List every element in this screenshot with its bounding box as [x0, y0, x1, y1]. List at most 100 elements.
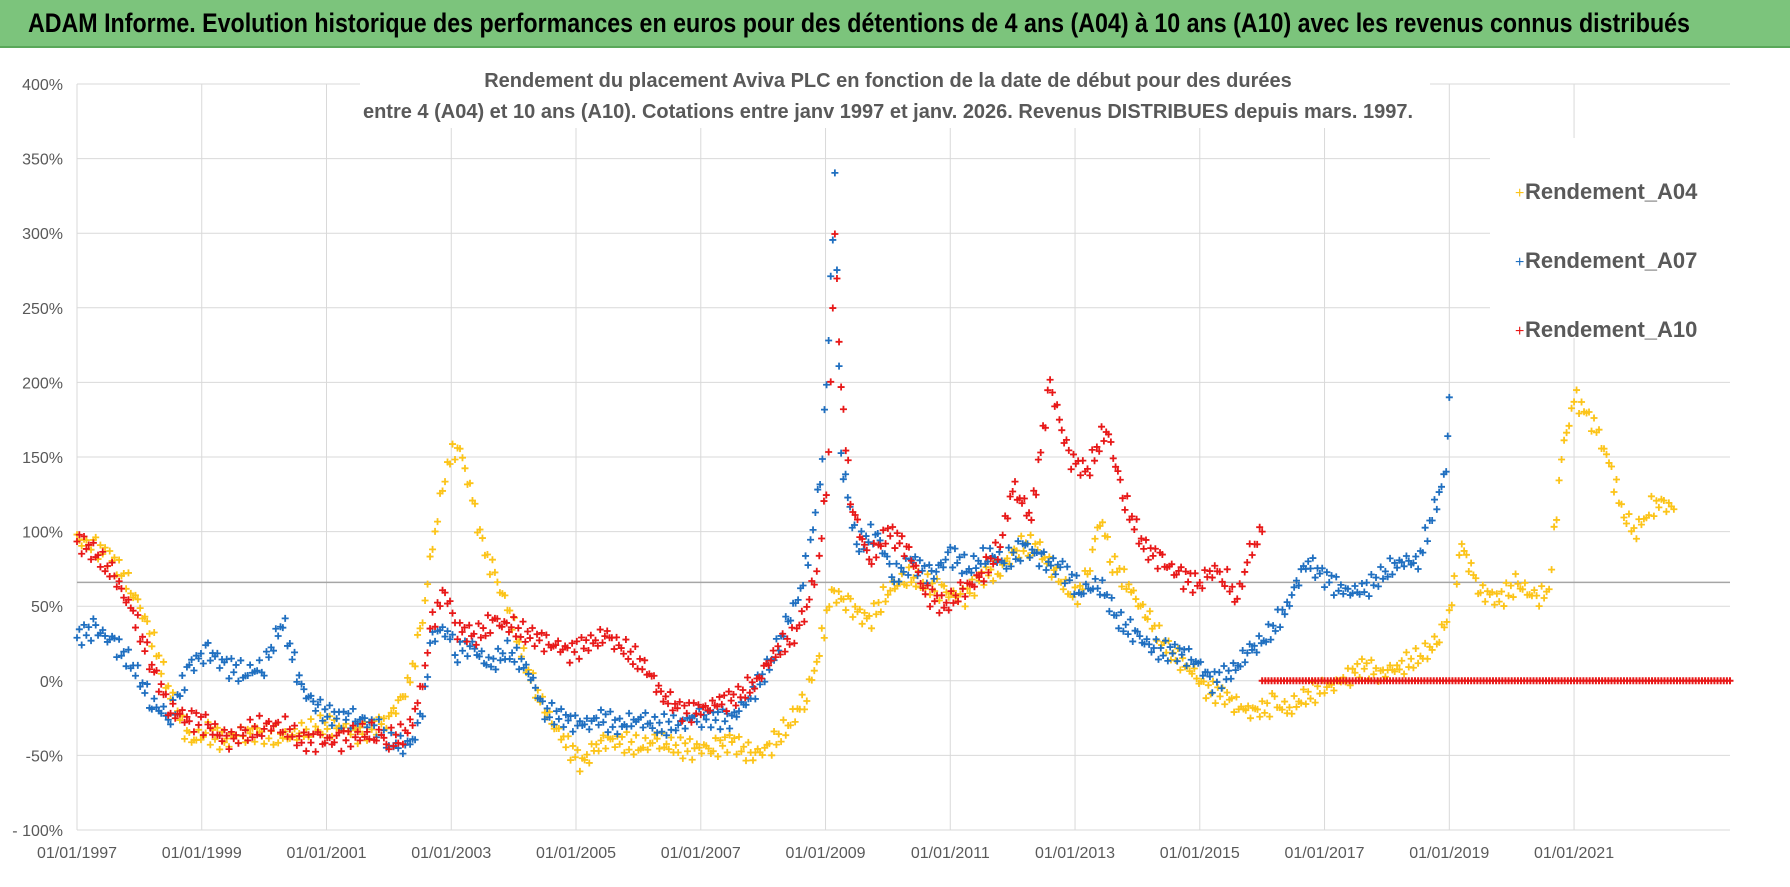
data-point — [1232, 666, 1240, 674]
data-point — [1655, 503, 1663, 511]
data-point — [1258, 528, 1266, 536]
data-point — [368, 719, 376, 727]
data-point — [286, 725, 294, 733]
data-point — [1548, 566, 1556, 574]
data-point — [1034, 456, 1042, 464]
data-point — [1066, 576, 1074, 584]
data-point — [131, 591, 139, 599]
data-point — [1048, 573, 1056, 581]
data-point — [484, 611, 492, 619]
data-point — [1074, 600, 1082, 608]
data-point — [893, 582, 901, 590]
data-point — [737, 747, 745, 755]
data-point — [1211, 699, 1219, 707]
data-point — [662, 740, 670, 748]
data-point — [585, 725, 593, 733]
data-point — [681, 739, 689, 747]
data-point — [855, 547, 863, 555]
data-point — [319, 717, 327, 725]
data-point — [466, 479, 474, 487]
data-point — [874, 530, 882, 538]
data-point — [213, 724, 221, 732]
data-point — [429, 608, 437, 616]
data-point — [1367, 656, 1375, 664]
data-point — [1462, 551, 1470, 559]
data-point — [1488, 588, 1496, 596]
data-point — [262, 648, 270, 656]
data-point — [606, 708, 614, 716]
data-point — [295, 671, 303, 679]
data-point — [921, 590, 929, 598]
data-point — [592, 636, 600, 644]
data-point — [1216, 692, 1224, 700]
data-point — [1157, 644, 1165, 652]
data-point — [1335, 587, 1343, 595]
data-point — [799, 581, 807, 589]
data-point — [768, 751, 776, 759]
data-point — [1563, 429, 1571, 437]
data-point — [517, 655, 525, 663]
data-point — [1360, 588, 1368, 596]
data-point — [742, 701, 750, 709]
data-point — [1058, 426, 1066, 434]
data-point — [291, 648, 299, 656]
data-point — [528, 624, 536, 632]
data-point — [631, 643, 639, 651]
data-point — [1116, 476, 1124, 484]
data-point — [1191, 569, 1199, 577]
data-point — [719, 742, 727, 750]
data-point — [344, 710, 352, 718]
data-point — [888, 573, 896, 581]
data-point — [1304, 688, 1312, 696]
data-point — [972, 564, 980, 572]
data-point — [853, 540, 861, 548]
data-point — [434, 518, 442, 526]
data-point — [1233, 595, 1241, 603]
data-point — [181, 686, 189, 694]
data-point — [786, 721, 794, 729]
data-point — [882, 597, 890, 605]
data-point — [1318, 564, 1326, 572]
data-point — [1271, 627, 1279, 635]
data-point — [638, 665, 646, 673]
data-point — [1321, 583, 1329, 591]
data-point — [1276, 623, 1284, 631]
data-point — [662, 692, 670, 700]
data-point — [581, 756, 589, 764]
data-point — [945, 606, 953, 614]
data-point — [1241, 568, 1249, 576]
data-point — [912, 562, 920, 570]
data-point — [748, 678, 756, 686]
data-point — [669, 706, 677, 714]
data-point — [625, 746, 633, 754]
data-point — [377, 720, 385, 728]
data-point — [585, 759, 593, 767]
data-point — [1398, 558, 1406, 566]
data-point — [893, 529, 901, 537]
data-point — [637, 713, 645, 721]
data-point — [872, 553, 880, 561]
data-point — [513, 644, 521, 652]
data-point — [1061, 579, 1069, 587]
data-point — [482, 632, 490, 640]
data-point — [930, 575, 938, 583]
data-point — [394, 739, 402, 747]
data-point — [712, 716, 720, 724]
data-point — [837, 449, 845, 457]
data-point — [148, 661, 156, 669]
data-point — [1647, 492, 1655, 500]
data-point — [540, 647, 548, 655]
data-point — [823, 381, 831, 389]
chart-title-line1: Rendement du placement Aviva PLC en fonc… — [484, 70, 1292, 92]
data-point — [846, 500, 854, 508]
data-point — [1128, 512, 1136, 520]
data-point — [641, 656, 649, 664]
data-point — [1125, 580, 1133, 588]
data-point — [82, 536, 90, 544]
data-point — [825, 448, 833, 456]
data-point — [197, 649, 205, 657]
data-point — [1069, 450, 1077, 458]
data-point — [548, 699, 556, 707]
data-point — [1467, 559, 1475, 567]
data-point — [1386, 554, 1394, 562]
